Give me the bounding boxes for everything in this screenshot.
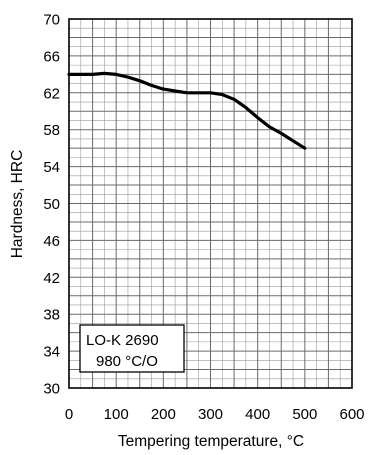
y-tick-label: 38 [43, 307, 60, 324]
y-tick-labels: 30 34 38 42 46 50 54 58 62 66 70 [43, 12, 60, 398]
y-tick-label: 58 [43, 122, 60, 139]
y-tick-label: 54 [43, 159, 60, 176]
x-tick-label: 200 [151, 406, 176, 423]
x-tick-label: 400 [245, 406, 270, 423]
x-tick-label: 100 [104, 406, 129, 423]
y-tick-label: 62 [43, 85, 60, 102]
chart-grid [69, 19, 352, 388]
legend-frame [79, 324, 185, 373]
y-tick-label: 34 [43, 344, 60, 361]
y-tick-label: 30 [43, 381, 60, 398]
x-axis-label: Tempering temperature, °C [118, 433, 304, 450]
y-axis-label: Hardness, HRC [9, 150, 26, 259]
x-tick-labels: 0 100 200 300 400 500 600 [65, 406, 365, 423]
x-tick-label: 300 [198, 406, 223, 423]
y-tick-label: 66 [43, 48, 60, 65]
legend-box: LO-K 2690 980 °C/O [79, 324, 185, 373]
x-tick-label: 0 [65, 406, 73, 423]
y-tick-label: 70 [43, 12, 60, 29]
y-tick-label: 50 [43, 196, 60, 213]
legend-line-1: LO-K 2690 [86, 332, 159, 349]
hardness-curve [67, 71, 307, 150]
plot-frame [68, 18, 353, 389]
y-tick-label: 42 [43, 270, 60, 287]
x-tick-label: 600 [339, 406, 364, 423]
legend-line-2: 980 °C/O [96, 353, 158, 370]
x-tick-label: 500 [292, 406, 317, 423]
y-tick-label: 46 [43, 233, 60, 250]
